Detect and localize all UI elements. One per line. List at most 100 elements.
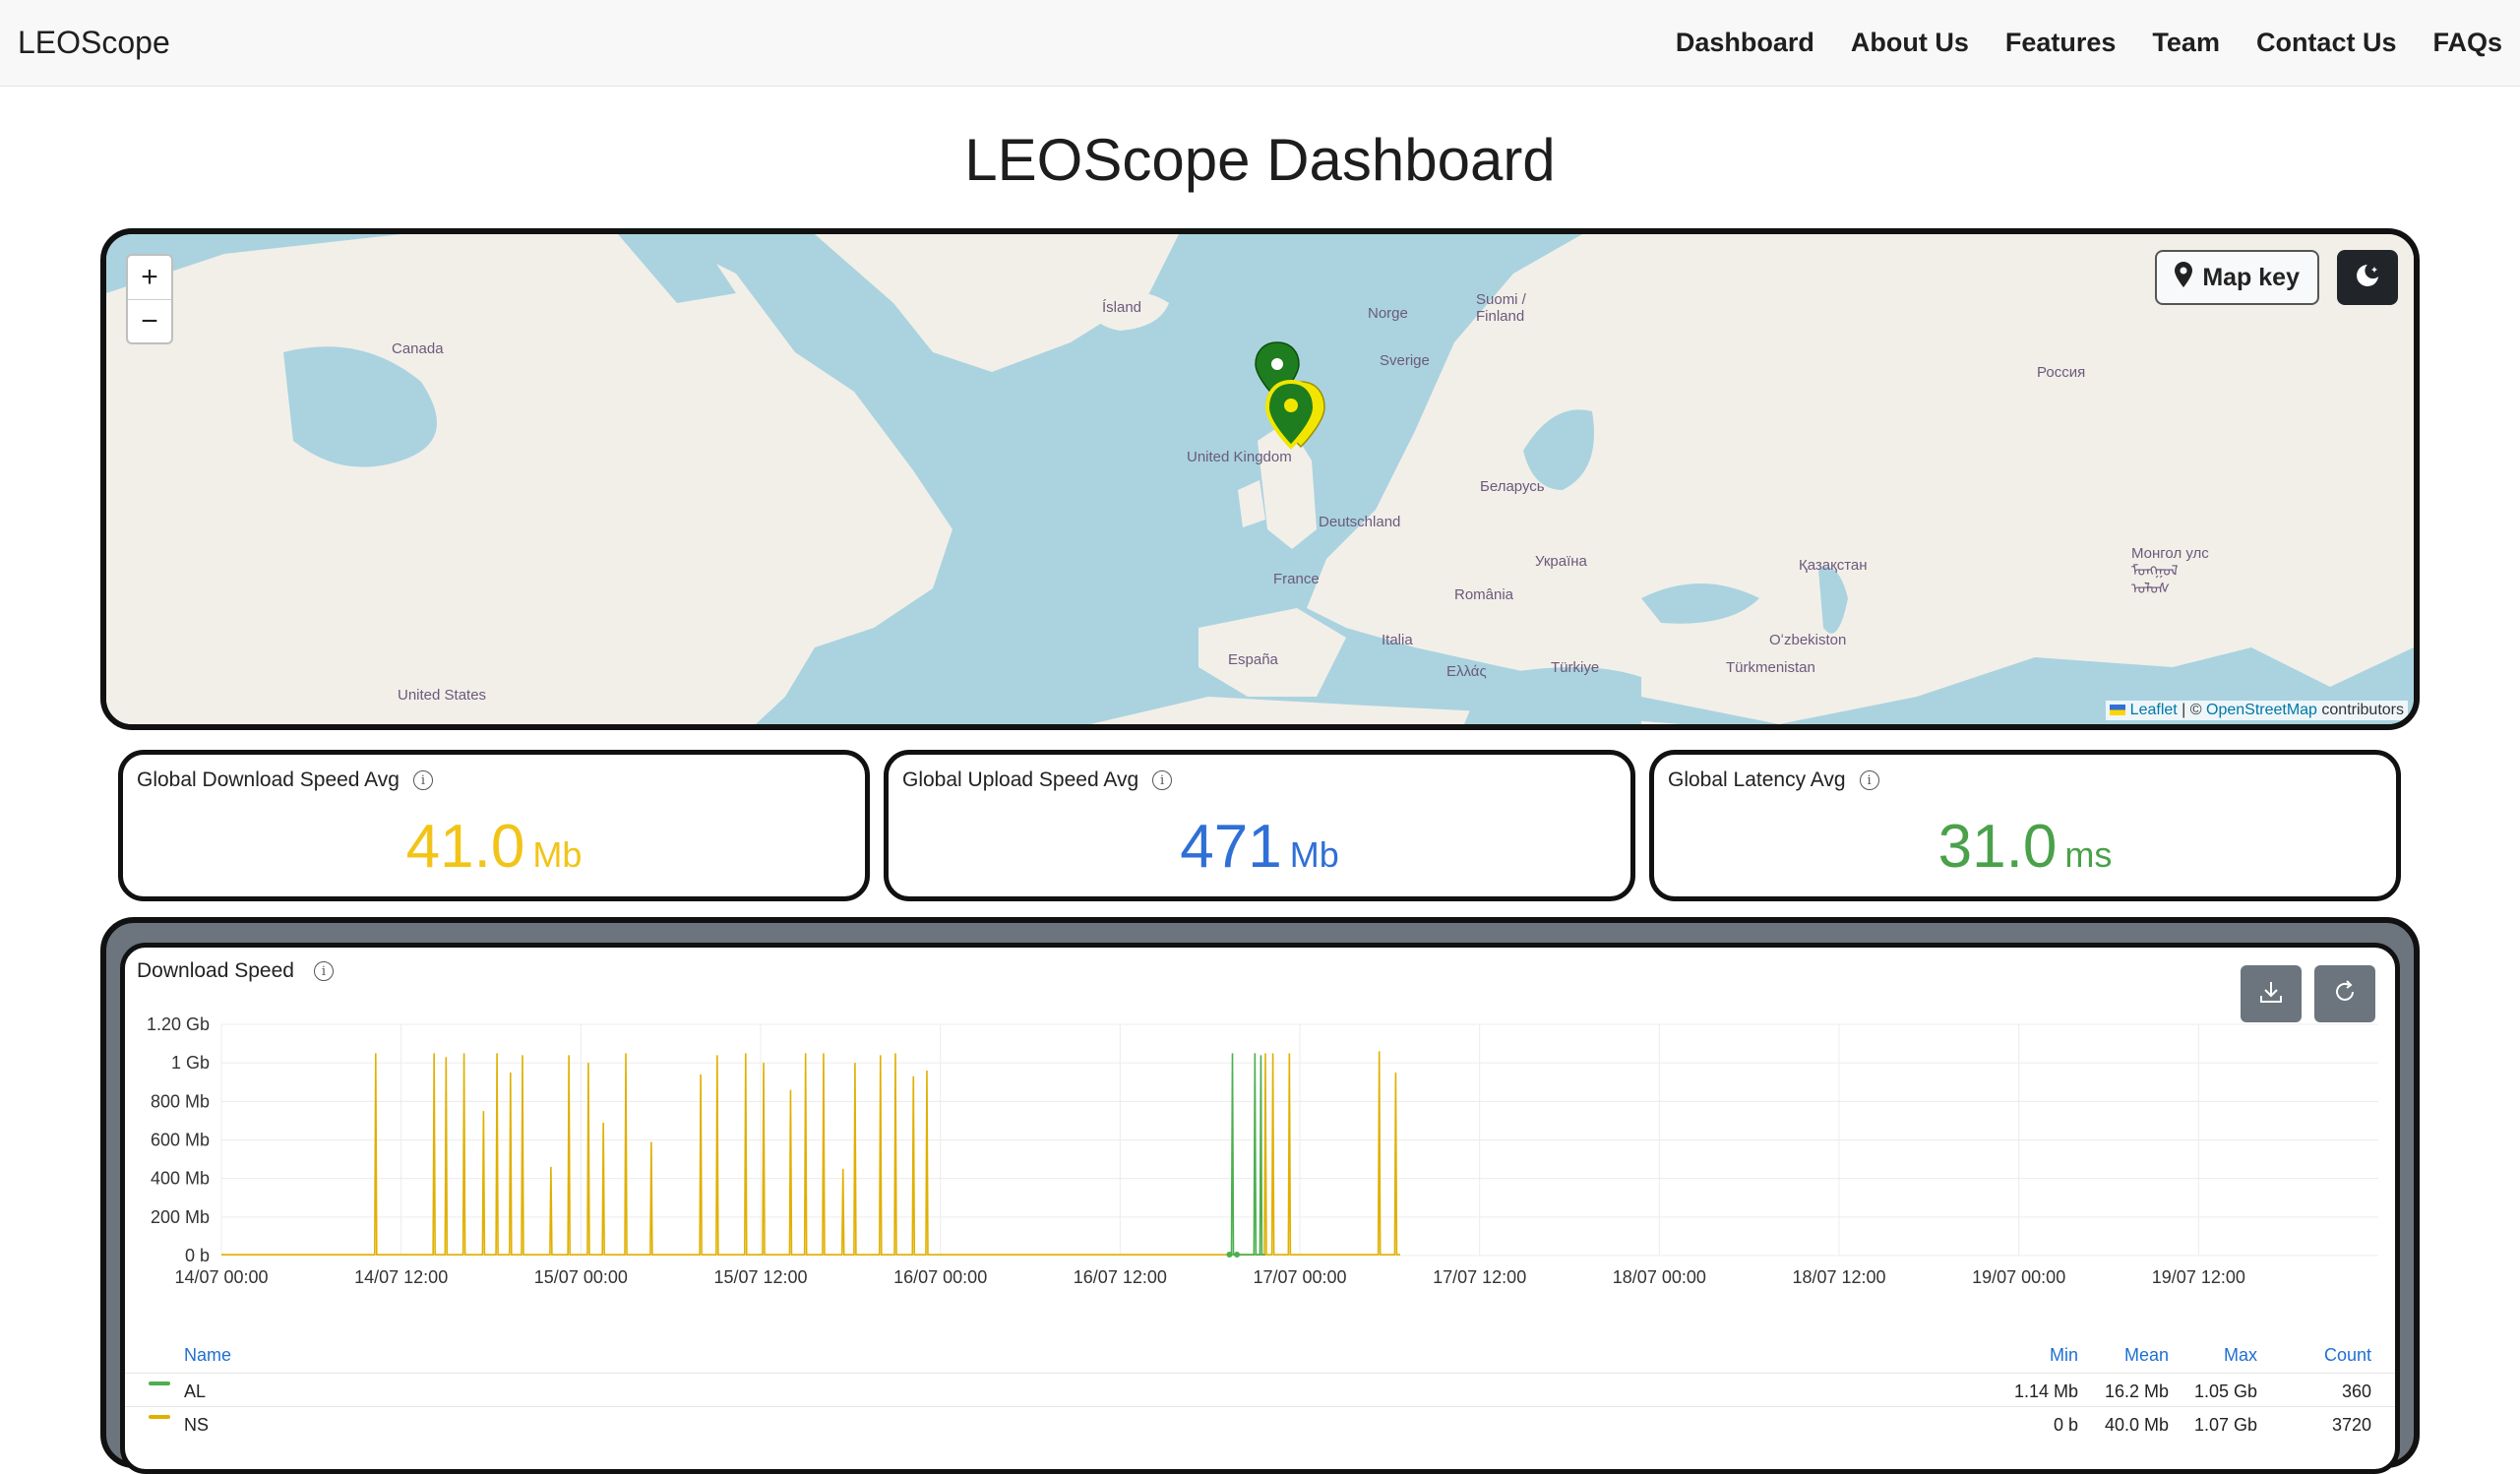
ukraine-flag-icon (2110, 705, 2126, 716)
y-tick-label: 1.20 Gb (147, 1014, 210, 1034)
map-label: Ísland (1102, 299, 1142, 316)
map-label: Беларусь (1480, 478, 1545, 495)
map-label: Україна (1535, 553, 1587, 570)
basemap[interactable] (106, 234, 2414, 724)
nav-dashboard[interactable]: Dashboard (1675, 28, 1814, 57)
stat-value: 31.0 ms (1654, 812, 2396, 882)
dark-mode-toggle[interactable] (2337, 250, 2398, 305)
legend-row[interactable]: NS 0 b 40.0 Mb 1.07 Gb 3720 (125, 1406, 2395, 1440)
nav-features[interactable]: Features (2004, 28, 2117, 57)
stat-title: Global Latency Avg i (1668, 768, 1879, 792)
map-label: Монгол улс ᠮᠣᠩᠭᠣᠯ ᠤᠯᠤᠰ (2131, 545, 2209, 597)
series-swatch (149, 1415, 170, 1419)
moon-stars-icon (2354, 262, 2381, 294)
series-min: 1.14 Mb (2013, 1382, 2078, 1401)
top-navbar: LEOScope Dashboard About Us Features Tea… (0, 0, 2520, 87)
stat-card-download: Global Download Speed Avg i 41.0 Mb (118, 750, 870, 901)
y-tick-label: 200 Mb (151, 1207, 210, 1227)
stat-card-latency: Global Latency Avg i 31.0 ms (1649, 750, 2401, 901)
info-icon[interactable]: i (1859, 770, 1879, 790)
series-point-al (1226, 1252, 1233, 1259)
series-mean: 16.2 Mb (2104, 1382, 2169, 1401)
refresh-icon (2332, 979, 2358, 1010)
legend-header-mean[interactable]: Mean (2123, 1345, 2169, 1365)
y-tick-label: 600 Mb (151, 1131, 210, 1150)
map-label: Sverige (1380, 352, 1430, 369)
x-tick-label: 14/07 12:00 (354, 1267, 448, 1287)
legend-header-name[interactable]: Name (184, 1345, 232, 1365)
map-key-label: Map key (2202, 263, 2300, 291)
stat-title: Global Upload Speed Avg i (902, 768, 1173, 792)
map-label: Россия (2037, 364, 2086, 381)
map-label: Oʻzbekiston (1769, 632, 1847, 648)
legend-header-min[interactable]: Min (2049, 1345, 2078, 1365)
map-label: Deutschland (1319, 514, 1401, 530)
plot-area[interactable]: 0 b 200 Mb 400 Mb 600 Mb 800 Mb 1 Gb 1.20 Gb 14… (125, 948, 2395, 1336)
map-label: United Kingdom (1187, 449, 1292, 465)
legend-row[interactable]: AL 1.14 Mb 16.2 Mb 1.05 Gb 360 (125, 1373, 2395, 1406)
x-tick-label: 16/07 00:00 (893, 1267, 987, 1287)
map-label: Türkmenistan (1726, 659, 1815, 676)
info-icon[interactable]: i (313, 961, 334, 981)
map-label: España (1228, 651, 1278, 668)
download-speed-chart: Download Speed i 0 b 200 Mb 400 Mb 600 Mb 80… (120, 943, 2400, 1474)
map-attribution: Leaflet | © OpenStreetMap contributors (2106, 701, 2408, 720)
stat-unit: ms (2064, 834, 2113, 875)
series-min: 0 b (2053, 1415, 2078, 1435)
zoom-control: + − (126, 254, 173, 344)
series-count: 360 (2341, 1382, 2371, 1401)
attribution-separator: | © (2177, 702, 2206, 718)
map-label: Canada (392, 340, 444, 357)
series-count: 3720 (2331, 1415, 2371, 1435)
y-tick-label: 0 b (185, 1246, 210, 1265)
legend-header-count[interactable]: Count (2323, 1345, 2371, 1365)
x-tick-label: 19/07 12:00 (2152, 1267, 2245, 1287)
nav-links: Dashboard About Us Features Team Contact… (1676, 28, 2502, 58)
download-csv-button[interactable] (2241, 965, 2302, 1022)
x-tick-label: 15/07 00:00 (534, 1267, 628, 1287)
legend-header-max[interactable]: Max (2223, 1345, 2257, 1365)
page-title: LEOScope Dashboard (964, 127, 1556, 193)
osm-link[interactable]: OpenStreetMap (2206, 702, 2317, 718)
y-tick-label: 400 Mb (151, 1169, 210, 1189)
map-container[interactable]: Canada Ísland Norge Suomi / Finland Sver… (100, 228, 2420, 730)
refresh-button[interactable] (2314, 965, 2375, 1022)
series-max: 1.05 Gb (2193, 1382, 2257, 1401)
map-label: Norge (1368, 305, 1408, 322)
map-label: Suomi / Finland (1476, 291, 1526, 325)
map-label: România (1454, 586, 1514, 603)
map-pin-icon (2175, 261, 2193, 294)
nav-about-us[interactable]: About Us (1850, 28, 1969, 57)
series-point-al (1234, 1252, 1241, 1259)
zoom-in-button[interactable]: + (141, 261, 158, 293)
map-key-button[interactable]: Map key (2155, 250, 2319, 305)
x-tick-label: 18/07 00:00 (1613, 1267, 1706, 1287)
attribution-tail: contributors (2316, 702, 2404, 718)
info-icon[interactable]: i (1152, 770, 1173, 790)
info-icon[interactable]: i (412, 770, 433, 790)
stat-number: 41.0 (405, 813, 525, 881)
nav-contact-us[interactable]: Contact Us (2255, 28, 2397, 57)
stat-number: 471 (1180, 813, 1282, 881)
brand-link[interactable]: LEOScope (18, 25, 170, 60)
series-line-ns (221, 1051, 1400, 1256)
map-label: Қазақстан (1799, 557, 1868, 574)
series-line-al (1230, 1053, 1265, 1256)
leaflet-link[interactable]: Leaflet (2129, 702, 2178, 718)
map-marker-cluster-yellow[interactable] (1264, 379, 1325, 450)
stat-title-label: Global Download Speed Avg (137, 768, 400, 791)
nav-faqs[interactable]: FAQs (2432, 28, 2502, 57)
map-label: Türkiye (1551, 659, 1600, 676)
x-tick-label: 19/07 00:00 (1972, 1267, 2065, 1287)
x-tick-label: 14/07 00:00 (174, 1267, 268, 1287)
chart-title: Download Speed i (137, 959, 334, 983)
x-tick-label: 17/07 12:00 (1433, 1267, 1526, 1287)
download-icon (2258, 979, 2284, 1010)
zoom-out-button[interactable]: − (128, 299, 171, 342)
series-name: NS (184, 1415, 210, 1435)
stat-unit: Mb (1289, 834, 1339, 875)
nav-team[interactable]: Team (2152, 28, 2220, 57)
x-tick-label: 18/07 12:00 (1792, 1267, 1885, 1287)
x-tick-label: 17/07 00:00 (1253, 1267, 1346, 1287)
y-tick-label: 800 Mb (151, 1091, 210, 1111)
